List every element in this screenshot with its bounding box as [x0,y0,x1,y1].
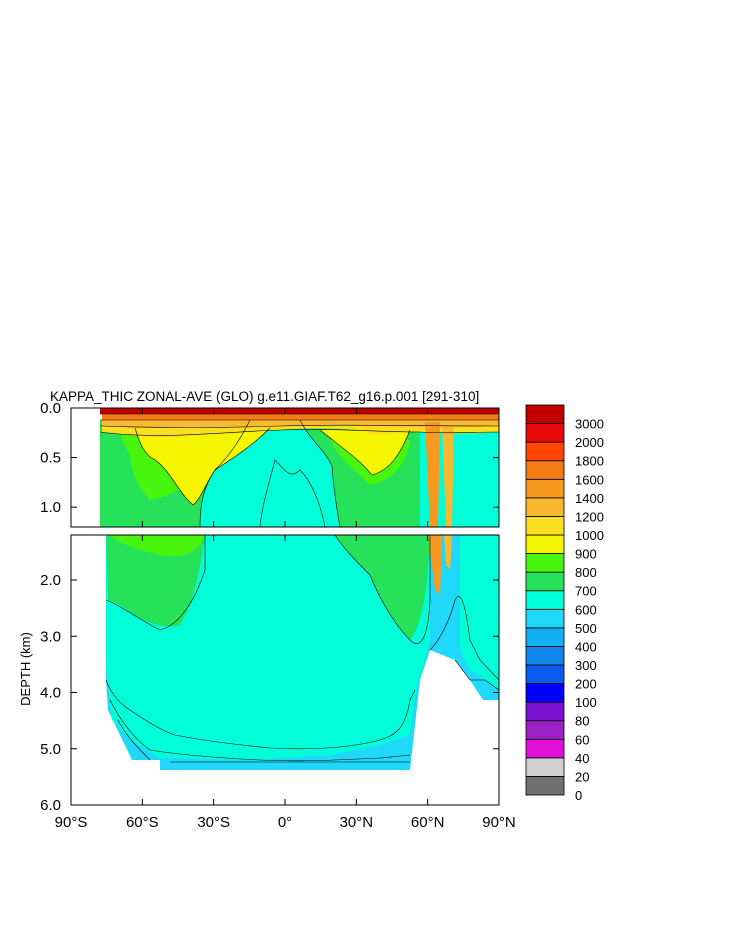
colorbar-label: 1600 [575,472,604,487]
region-orange-lower-polar [428,535,442,595]
colorbar-label: 60 [575,732,589,747]
contour-lower-2 [109,699,411,762]
lower-depth-panel [105,535,499,770]
field-lower [106,535,499,770]
colorbar-swatch [525,460,565,480]
x-tick-label: 0° [278,814,292,831]
contour-lower-5 [334,535,431,644]
region-orange-upper-polar2 [442,422,454,527]
region-orange-lower-polar2 [444,535,452,570]
colorbar-swatch [525,757,565,777]
colorbar-label: 80 [575,714,589,729]
y-tick-label: 6.0 [40,797,61,814]
contour-lower-7 [429,596,499,681]
colorbar-swatch [525,738,565,759]
x-tick-label: 60°S [126,814,159,831]
contour-lower-6 [454,659,499,691]
region-orange-upper-polar [425,422,440,527]
contour-upper-8 [299,419,341,527]
colorbar-label: 200 [575,677,597,692]
colorbar-label: 0 [575,788,582,803]
colorbar-label: 1200 [575,509,604,524]
colorbar-label: 2000 [575,435,604,450]
colorbar-swatch [525,497,565,517]
colorbar-label: 500 [575,621,597,636]
colorbar-swatch [525,516,565,536]
colorbar-swatch [525,553,565,573]
x-tick-label: 90°N [482,814,516,831]
field-upper [100,408,499,527]
contour-lower-1 [105,679,416,750]
x-tick-label: 90°S [55,814,88,831]
contour-lines-lower [105,535,499,763]
y-tick-label: 1.0 [40,499,61,516]
region-600-lower-shelf [460,535,499,690]
contour-lines-upper [99,413,499,527]
x-tick-label: 60°N [411,814,445,831]
colorbar-swatch [525,627,565,647]
colorbar-label: 3000 [575,417,604,432]
colorbar-swatch [525,534,565,554]
colorbar-swatch [525,683,565,703]
contour-upper-6 [319,429,411,476]
colorbar-label: 1800 [575,454,604,469]
y-tick-label: 4.0 [40,685,61,702]
colorbar-label: 1400 [575,491,604,506]
colorbar-swatch [525,571,565,592]
colorbar-label: 40 [575,751,589,766]
colorbar-label: 1000 [575,528,604,543]
y-axis-lower: 2.0 3.0 4.0 5.0 6.0 [40,572,499,814]
region-500-upper-pole [470,455,499,527]
y-tick-label: 0.5 [40,450,61,467]
colorbar-label: 800 [575,565,597,580]
region-700-lower [106,535,205,627]
contour-upper-9 [259,459,326,527]
y-tick-label: 5.0 [40,741,61,758]
region-800-lower [110,535,205,557]
colorbar-swatch [525,404,565,424]
contour-upper-1 [99,429,499,436]
y-tick-label: 2.0 [40,572,61,589]
x-axis: 90°S 60°S 30°S 0° 30°N 60°N 90°N [55,408,516,831]
chart-title: KAPPA_THIC ZONAL-AVE (GLO) g.e11.GIAF.T6… [50,389,479,404]
y-tick-label: 3.0 [40,628,61,645]
contour-lower-3 [117,719,410,763]
colorbar-label: 900 [575,547,597,562]
region-900-upper-n [320,430,410,475]
y-axis-upper: 0.0 0.5 1.0 [40,400,499,516]
colorbar-swatch [525,608,565,629]
colorbar-label: 300 [575,658,597,673]
colorbar-swatch [525,776,565,796]
contour-upper-5 [134,427,271,506]
y-tick-label: 0.0 [40,400,61,417]
colorbar-swatch [525,441,565,462]
colorbar-swatch [525,423,565,443]
contour-lower-4 [105,535,206,631]
y-axis-label: DEPTH (km) [18,632,33,706]
colorbar-label: 700 [575,584,597,599]
colorbar-swatch [525,646,565,666]
colorbar-swatch [525,720,565,740]
colorbar-swatch [525,664,565,684]
colorbar-label: 600 [575,602,597,617]
region-700-lower-n [335,535,430,640]
region-3000-upper [100,408,499,414]
colorbar-legend: 0 20 40 60 80 100 200 300 400 500 600 700 800 900 1000… [525,404,604,803]
upper-depth-panel [71,408,499,527]
colorbar-label: 400 [575,639,597,654]
colorbar-label: 20 [575,769,589,784]
contour-upper-2 [99,424,499,428]
colorbar-swatch [525,478,565,499]
x-tick-label: 30°N [340,814,374,831]
colorbar-label: 100 [575,695,597,710]
colorbar-swatch [525,701,565,722]
x-tick-label: 30°S [197,814,230,831]
colorbar-swatch [525,590,565,610]
region-900-upper [135,428,270,505]
contour-upper-7 [199,419,251,527]
